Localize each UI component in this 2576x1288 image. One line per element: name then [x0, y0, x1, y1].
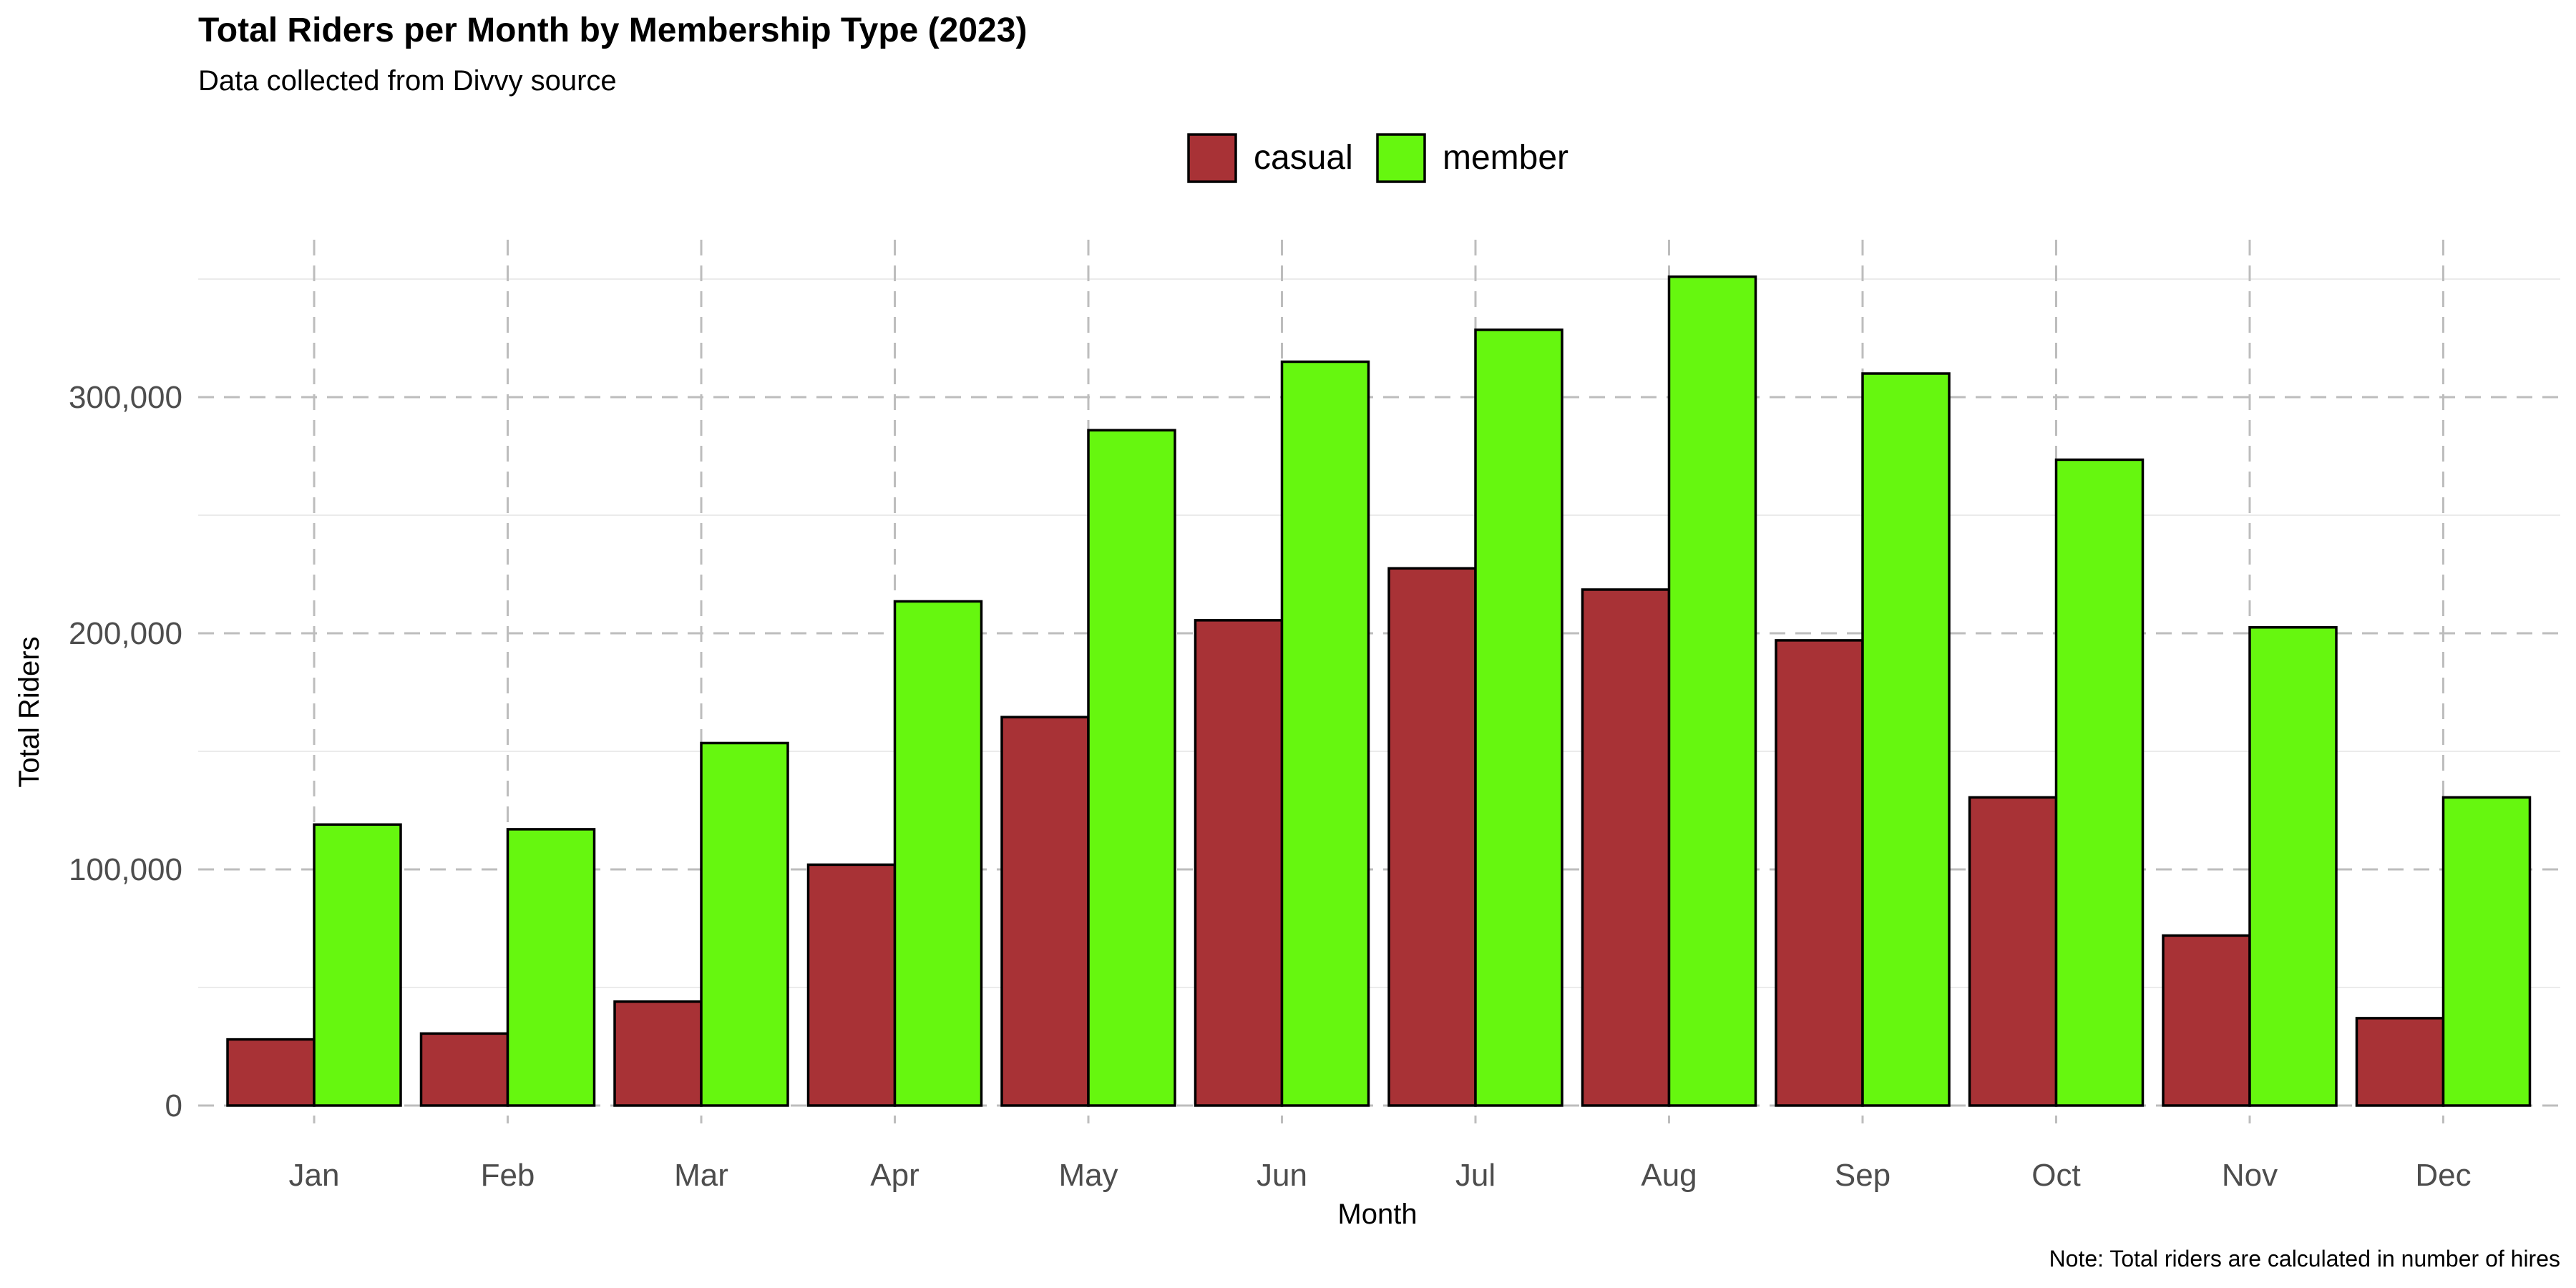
bar-member-sep: [1861, 372, 1951, 1107]
bar-casual-jul: [1387, 567, 1477, 1107]
bar-casual-nov: [2162, 934, 2251, 1107]
bar-casual-may: [1000, 716, 1090, 1107]
chart-subtitle: Data collected from Divvy source: [198, 65, 617, 97]
x-tick-label: Oct: [2031, 1158, 2080, 1193]
y-tick-label: 300,000: [69, 380, 182, 415]
y-axis-tick-labels: 0 100,000 200,000 300,000: [69, 380, 182, 1123]
bar-member-mar: [700, 741, 789, 1107]
chart-caption: Note: Total riders are calculated in num…: [2049, 1246, 2560, 1272]
bar-casual-jun: [1194, 619, 1284, 1107]
legend-key-member: [1376, 133, 1426, 183]
bar-casual-feb: [419, 1032, 509, 1107]
x-tick-label: May: [1058, 1158, 1118, 1193]
x-tick-label: Dec: [2415, 1158, 2471, 1193]
bar-member-oct: [2054, 458, 2145, 1107]
bar-member-nov: [2248, 626, 2338, 1107]
bar-casual-dec: [2355, 1017, 2445, 1107]
bar-casual-aug: [1581, 588, 1671, 1107]
x-tick-label: Sep: [1835, 1158, 1890, 1193]
bar-member-apr: [893, 600, 983, 1107]
bar-member-aug: [1667, 275, 1757, 1107]
legend-label-member: member: [1443, 139, 1568, 177]
legend: casual member: [1187, 133, 1568, 183]
y-axis-title: Total Riders: [14, 636, 45, 787]
bar-casual-oct: [1968, 796, 2058, 1107]
y-tick-label: 200,000: [69, 616, 182, 651]
x-tick-label: Jun: [1257, 1158, 1307, 1193]
bar-member-jan: [313, 823, 402, 1107]
x-axis-title: Month: [1337, 1199, 1417, 1230]
bar-member-feb: [506, 828, 596, 1107]
x-axis-tick-labels: Jan Feb Mar Apr May Jun Jul Aug Sep Oct Nov Dec: [289, 1158, 2472, 1193]
bar-member-jul: [1474, 328, 1563, 1107]
x-tick-label: Aug: [1641, 1158, 1697, 1193]
bar-member-dec: [2441, 796, 2532, 1107]
x-tick-label: Nov: [2222, 1158, 2278, 1193]
bar-casual-apr: [806, 863, 897, 1107]
x-tick-label: Jul: [1455, 1158, 1496, 1193]
y-tick-label: 0: [165, 1088, 182, 1123]
x-tick-label: Feb: [481, 1158, 535, 1193]
bar-member-jun: [1280, 360, 1370, 1107]
x-tick-label: Apr: [870, 1158, 919, 1193]
legend-key-casual: [1187, 133, 1237, 183]
bar-casual-jan: [226, 1038, 316, 1107]
bar-casual-mar: [613, 1000, 703, 1107]
legend-label-casual: casual: [1254, 139, 1353, 177]
bar-casual-sep: [1775, 639, 1864, 1107]
chart-title: Total Riders per Month by Membership Typ…: [198, 11, 1027, 49]
y-tick-label: 100,000: [69, 852, 182, 887]
bar-member-may: [1087, 429, 1176, 1107]
x-tick-label: Mar: [674, 1158, 728, 1193]
x-tick-label: Jan: [289, 1158, 340, 1193]
bars: [226, 275, 2532, 1107]
